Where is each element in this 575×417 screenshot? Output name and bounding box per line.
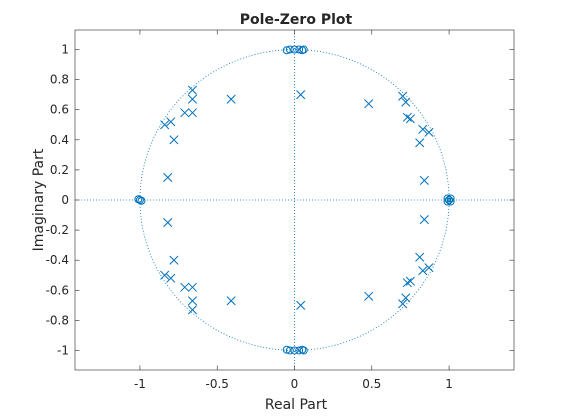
- zero-marker-14: [290, 346, 299, 355]
- pole-marker-23: [401, 97, 411, 107]
- pole-marker-24: [402, 112, 412, 122]
- pole-marker-9: [187, 108, 198, 118]
- pole-marker-25: [405, 114, 415, 124]
- pole-marker-37: [419, 215, 429, 225]
- pole-marker-7: [187, 94, 198, 104]
- zero-marker-3: [285, 45, 294, 54]
- y-tick-label-6: 0.2: [50, 163, 69, 177]
- pole-marker-11: [166, 117, 176, 127]
- y-tick-label-2: -0.6: [46, 283, 69, 297]
- pole-marker-12: [169, 135, 179, 145]
- y-tick-label-5: 0: [61, 193, 69, 207]
- pole-marker-34: [418, 266, 428, 276]
- pole-marker-33: [405, 276, 415, 286]
- x-tick-label-1: -0.5: [206, 377, 229, 391]
- zero-marker-5: [298, 46, 307, 55]
- y-tick-label-1: -0.8: [46, 313, 69, 327]
- pole-marker-0: [296, 90, 306, 100]
- pole-marker-6: [187, 85, 198, 95]
- pole-marker-35: [424, 263, 434, 273]
- pole-marker-27: [424, 127, 434, 137]
- pole-marker-8: [180, 108, 190, 118]
- zero-marker-13: [137, 196, 146, 205]
- pole-marker-13: [163, 172, 173, 182]
- x-tick-label-2: 0: [291, 377, 299, 391]
- pole-marker-21: [163, 218, 173, 228]
- zero-marker-0: [290, 45, 299, 54]
- pole-marker-15: [187, 296, 198, 306]
- pole-marker-29: [419, 175, 429, 185]
- chart-title: Pole-Zero Plot: [240, 12, 353, 28]
- reference-lines: [75, 30, 514, 370]
- zero-marker-19: [298, 345, 307, 354]
- pole-marker-36: [415, 252, 425, 262]
- unit-circle: [139, 49, 450, 351]
- pole-marker-4: [364, 99, 374, 109]
- y-tick-label-3: -0.4: [46, 253, 69, 267]
- pole-marker-17: [187, 282, 198, 292]
- y-tick-label-10: 1: [61, 43, 69, 57]
- pole-marker-20: [169, 255, 179, 265]
- y-tick-label-7: 0.4: [50, 133, 69, 147]
- zero-marker-10: [446, 194, 455, 203]
- zero-marker-17: [285, 346, 294, 355]
- pole-marker-30: [398, 299, 408, 309]
- pole-marker-26: [418, 124, 428, 134]
- pole-marker-19: [166, 273, 176, 283]
- pole-marker-1: [296, 300, 306, 310]
- y-tick-label-9: 0.8: [50, 73, 69, 87]
- zero-marker-8: [446, 197, 455, 206]
- zero-marker-1: [295, 45, 304, 54]
- pole-marker-2: [226, 94, 236, 104]
- zeros-series: [134, 45, 455, 355]
- zero-marker-15: [295, 346, 304, 355]
- pole-marker-18: [160, 270, 170, 280]
- pole-marker-5: [364, 291, 374, 301]
- pole-marker-3: [226, 296, 236, 306]
- pole-marker-22: [398, 91, 408, 101]
- zero-marker-4: [282, 46, 291, 55]
- pole-marker-14: [187, 305, 198, 315]
- pole-marker-16: [180, 282, 190, 292]
- x-tick-label-3: 0.5: [362, 377, 381, 391]
- y-tick-label-4: -0.2: [46, 223, 69, 237]
- pole-marker-31: [401, 293, 411, 303]
- pole-marker-28: [415, 138, 425, 148]
- axis-ticks: -1 -0.5 0 0.5 1 -1 -0.8 -0.6 -0.4 -0.2 0 0.2 0.4 0.6 0…: [46, 30, 514, 391]
- pole-marker-10: [160, 120, 170, 130]
- zero-marker-18: [282, 345, 291, 354]
- poles-series: [160, 85, 434, 315]
- y-axis-label: Imaginary Part: [31, 148, 47, 251]
- x-axis-label: Real Part: [265, 397, 328, 413]
- x-tick-label-0: -1: [134, 377, 146, 391]
- y-tick-label-8: 0.6: [50, 103, 69, 117]
- x-tick-label-4: 1: [445, 377, 453, 391]
- zero-marker-6: [445, 196, 454, 204]
- pole-marker-32: [402, 278, 412, 288]
- y-tick-label-0: -1: [57, 343, 69, 357]
